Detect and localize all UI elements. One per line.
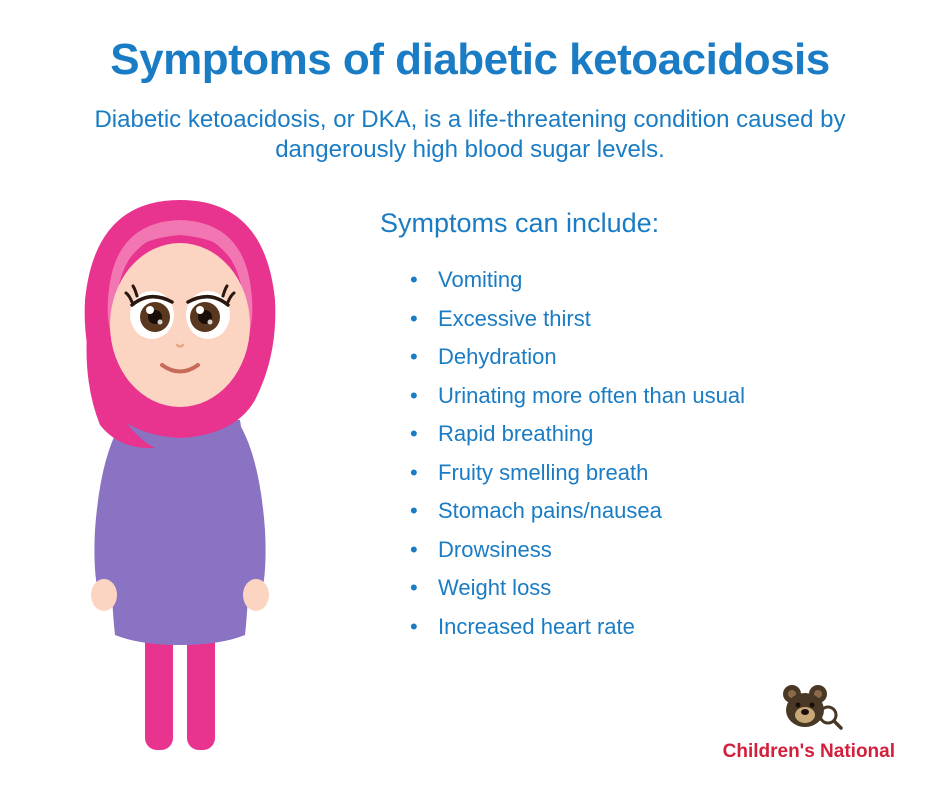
brand-logo: Children's National <box>723 682 895 763</box>
list-item: Urinating more often than usual <box>410 377 940 416</box>
list-item: Dehydration <box>410 338 940 377</box>
symptoms-heading: Symptoms can include: <box>380 208 940 239</box>
list-item: Vomiting <box>410 261 940 300</box>
symptoms-section: Symptoms can include: Vomiting Excessive… <box>360 190 940 755</box>
symptom-list: Vomiting Excessive thirst Dehydration Ur… <box>380 261 940 646</box>
girl-character-icon <box>40 190 320 750</box>
list-item: Weight loss <box>410 569 940 608</box>
list-item: Drowsiness <box>410 531 940 570</box>
page-subtitle: Diabetic ketoacidosis, or DKA, is a life… <box>0 85 940 165</box>
character-illustration <box>0 190 360 755</box>
list-item: Excessive thirst <box>410 300 940 339</box>
list-item: Increased heart rate <box>410 608 940 647</box>
page-title: Symptoms of diabetic ketoacidosis <box>0 0 940 85</box>
list-item: Rapid breathing <box>410 415 940 454</box>
list-item: Stomach pains/nausea <box>410 492 940 531</box>
list-item: Fruity smelling breath <box>410 454 940 493</box>
main-content: Symptoms can include: Vomiting Excessive… <box>0 165 940 755</box>
logo-text: Children's National <box>723 741 895 763</box>
bear-icon <box>774 682 844 732</box>
